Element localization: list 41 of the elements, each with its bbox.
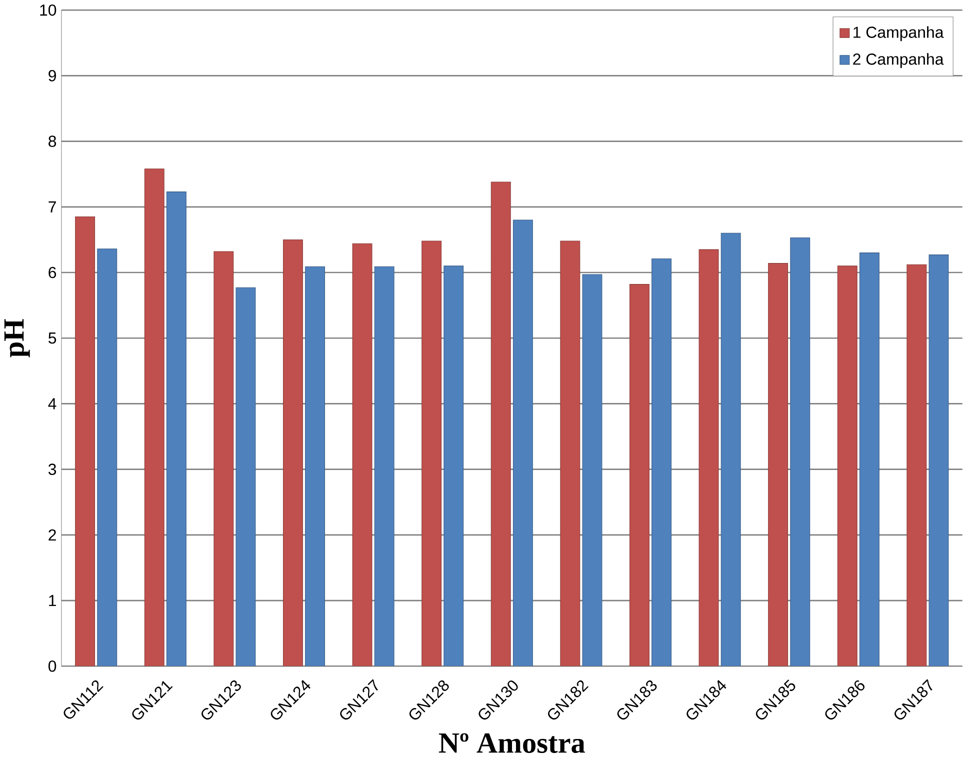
bar	[490, 182, 511, 666]
y-tick-label: 2	[48, 529, 56, 540]
bar	[582, 274, 602, 666]
bar	[629, 284, 650, 666]
y-tick-label: 7	[48, 201, 56, 212]
bar	[214, 251, 234, 666]
y-tick-label: 5	[48, 332, 56, 344]
bar	[928, 254, 949, 666]
bar	[305, 266, 325, 666]
bar	[906, 264, 927, 666]
bar	[790, 237, 810, 666]
bar	[859, 252, 880, 666]
bar	[236, 287, 256, 666]
bar	[837, 265, 858, 666]
bar	[768, 262, 788, 666]
bar	[720, 232, 741, 666]
bar	[352, 243, 372, 666]
bar	[97, 248, 118, 666]
y-tick-label: 1	[49, 594, 56, 606]
bar	[374, 266, 394, 666]
bar	[75, 216, 96, 666]
y-tick-label: 0	[48, 660, 56, 672]
bar	[444, 265, 464, 666]
y-tick-label: 3	[48, 463, 56, 475]
legend-label: 1 Campanha	[854, 26, 944, 41]
x-axis-title: Nº Amostra	[438, 733, 585, 753]
legend-label: 2 Campanha	[853, 52, 944, 68]
bar	[698, 249, 719, 666]
y-axis-title: pH	[4, 318, 30, 358]
bar	[560, 240, 580, 666]
bar	[282, 239, 303, 666]
y-tick-label: 10	[40, 4, 56, 16]
bar	[652, 258, 672, 666]
bar	[144, 168, 164, 666]
y-tick-label: 9	[48, 70, 56, 82]
y-tick-label: 8	[48, 135, 56, 147]
y-tick-label: 6	[48, 266, 56, 278]
bar	[422, 240, 442, 666]
bar	[512, 220, 533, 666]
bar	[166, 191, 186, 666]
y-tick-label: 4	[48, 398, 56, 410]
